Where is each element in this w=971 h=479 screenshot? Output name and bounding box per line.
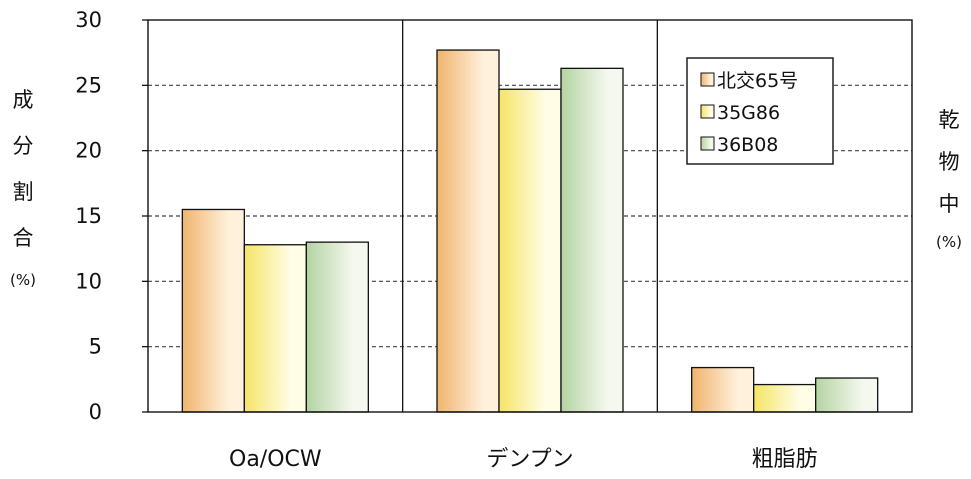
y-tick-label: 5 [89,335,102,359]
y-axis-title: 成分割合 [13,88,34,250]
bar [181,208,245,413]
legend-entry: 35G86 [717,102,780,124]
y-axis-label: 成分割合 (%) [10,88,36,289]
y-axis-unit: (%) [10,271,36,289]
y-tick-label: 25 [75,73,102,97]
legend-entry: 36B08 [717,134,778,156]
bar [305,241,369,413]
bar [436,49,500,413]
x-tick-labels: Oa/OCW デンプン 粗脂肪 [229,447,818,472]
y-tick-label: 20 [75,139,102,163]
bar [691,366,755,413]
y-tick-label: 0 [89,400,102,424]
bar [560,67,624,413]
x-tick-label: 粗脂肪 [752,447,818,472]
legend-swatch [700,136,715,151]
y-tick-labels: 0 5 10 15 20 25 30 [75,8,102,424]
secondary-axis-label: 乾物中 (%) [936,108,962,251]
bars [181,49,879,413]
y-tick-label: 30 [75,8,102,32]
bar [815,377,879,413]
y-tick-label: 15 [75,204,102,228]
secondary-axis-title: 乾物中 [939,108,960,216]
y-tick-label: 10 [75,269,102,293]
legend: 北交65号 35G86 36B08 [686,57,834,165]
x-tick-label: Oa/OCW [229,447,322,472]
x-tick-label: デンプン [486,447,573,472]
axes [142,19,913,413]
secondary-axis-unit: (%) [936,233,962,251]
legend-entry: 北交65号 [717,70,798,92]
bar [753,383,817,413]
bar [498,88,562,413]
bar [243,244,307,413]
legend-swatch [700,72,715,87]
legend-swatch [700,104,715,119]
